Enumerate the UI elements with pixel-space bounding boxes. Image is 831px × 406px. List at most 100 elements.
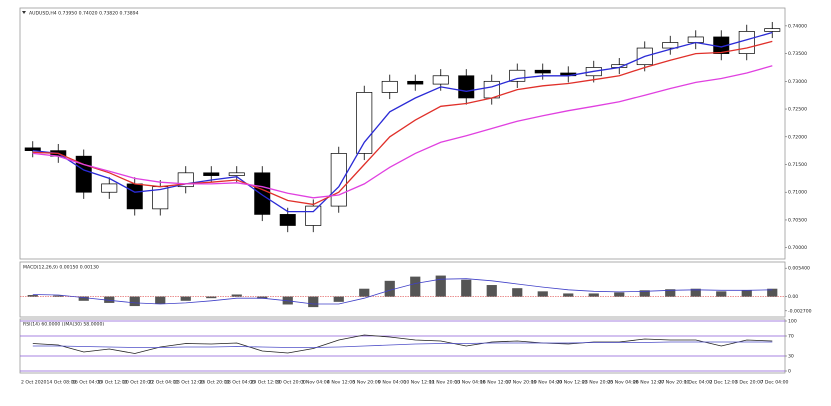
candle-body	[407, 80, 424, 85]
x-tick-label: 25 Nov 04:00	[608, 380, 639, 386]
candle-body	[254, 172, 271, 215]
histogram-bar	[410, 276, 421, 297]
x-tick-label: 14 Oct 08:00	[47, 380, 77, 386]
histogram-bar	[359, 288, 370, 297]
y-tick-label: 0	[788, 369, 791, 375]
histogram-bar	[435, 275, 446, 297]
indicator-line	[32, 31, 773, 213]
histogram-bar	[257, 296, 268, 299]
y-tick-label: 0.71500	[788, 162, 807, 168]
y-tick-label: 0.70500	[788, 217, 807, 223]
indicator-line	[32, 40, 773, 206]
histogram-bar	[308, 296, 319, 308]
x-tick-label: 30 Oct 20:00	[276, 380, 306, 386]
x-tick-label: 17 Nov 20:00	[506, 380, 537, 386]
candle-body	[662, 42, 679, 49]
candle-body	[279, 214, 296, 226]
indicator-line	[32, 278, 773, 305]
y-tick-label: 0.00	[788, 294, 798, 300]
histogram-bar	[78, 296, 89, 301]
histogram-bar	[614, 292, 625, 297]
x-tick-label: 26 Nov 12:00	[633, 380, 664, 386]
histogram-bar	[512, 288, 523, 297]
indicator-line	[32, 341, 773, 348]
candle-body	[738, 31, 755, 54]
x-tick-label: 22 Oct 04:00	[149, 380, 179, 386]
indicator-line	[32, 65, 773, 199]
candle-body	[534, 69, 551, 74]
candle-body	[228, 172, 245, 176]
x-tick-label: 23 Oct 12:00	[174, 380, 204, 386]
histogram-bar	[639, 290, 650, 297]
candle-body	[483, 80, 500, 99]
y-tick-label: 70	[788, 334, 794, 340]
y-tick-label: 0.72000	[788, 134, 807, 140]
x-tick-label: 19 Oct 12:00	[98, 380, 128, 386]
candle-body	[509, 69, 526, 82]
candle-body	[381, 80, 398, 93]
candle-body	[458, 75, 475, 99]
rsi-panel	[19, 318, 786, 374]
candle-body	[126, 183, 143, 210]
histogram-bar	[53, 295, 64, 297]
histogram-bar	[104, 296, 115, 303]
x-tick-label: 20 Oct 20:00	[123, 380, 153, 386]
x-tick-label: 13 Nov 04:00	[455, 380, 486, 386]
histogram-bar	[665, 289, 676, 297]
histogram-bar	[741, 290, 752, 297]
candle-body	[356, 92, 373, 154]
x-tick-label: 7 Dec 04:00	[761, 380, 789, 386]
y-tick-label: 100	[788, 319, 797, 325]
x-tick-label: 1 Dec 04:00	[684, 380, 712, 386]
candle-body	[203, 172, 220, 176]
y-tick-label: 0.70000	[788, 245, 807, 251]
indicator-line	[32, 334, 773, 354]
candle-body	[432, 75, 449, 85]
candle-body	[330, 153, 347, 207]
x-tick-label: 23 Nov 20:00	[582, 380, 613, 386]
candle-body	[305, 205, 322, 226]
x-tick-label: 16 Nov 12:00	[480, 380, 511, 386]
x-tick-label: 4 Nov 12:00	[327, 380, 355, 386]
y-tick-label: 0.71000	[788, 190, 807, 196]
candle-body	[764, 28, 781, 32]
x-tick-label: 11 Nov 20:00	[429, 380, 460, 386]
rsi-header: RSI(14) 60.0000 ((MA(30) 58.0000)	[23, 322, 104, 328]
histogram-bar	[384, 280, 395, 297]
histogram-bar	[690, 288, 701, 297]
histogram-bar	[588, 293, 599, 297]
histogram-bar	[537, 291, 548, 297]
price-header: AUDUSD,H4 0.73950 0.74020 0.73820 0.7389…	[29, 11, 139, 17]
symbol-arrow	[22, 11, 26, 14]
candle-body	[101, 183, 118, 193]
y-tick-label: -0.002700	[788, 308, 812, 314]
y-tick-label: 0.005400	[788, 266, 810, 272]
x-tick-label: 26 Oct 20:00	[200, 380, 230, 386]
x-tick-label: 16 Oct 04:00	[72, 380, 102, 386]
histogram-bar	[333, 296, 344, 302]
y-tick-label: 0.72500	[788, 107, 807, 113]
histogram-bar	[231, 294, 242, 297]
x-tick-label: 5 Nov 20:00	[353, 380, 381, 386]
histogram-bar	[206, 296, 217, 299]
histogram-bar	[180, 296, 191, 301]
candle-body	[24, 147, 41, 151]
histogram-bar	[155, 296, 166, 304]
histogram-bar	[563, 293, 574, 297]
y-tick-label: 0.73500	[788, 51, 807, 57]
x-tick-label: 2 Dec 12:00	[710, 380, 738, 386]
x-tick-label: 3 Dec 20:00	[735, 380, 763, 386]
x-tick-label: 3 Nov 04:00	[302, 380, 330, 386]
macd-panel	[19, 261, 786, 318]
price-panel	[19, 7, 786, 260]
x-tick-label: 28 Oct 04:00	[225, 380, 255, 386]
x-tick-label: 10 Nov 12:00	[404, 380, 435, 386]
x-tick-label: 19 Nov 04:00	[531, 380, 562, 386]
x-tick-label: 29 Oct 12:00	[251, 380, 281, 386]
x-tick-label: 9 Nov 04:00	[378, 380, 406, 386]
candle-body	[687, 36, 704, 43]
histogram-bar	[129, 296, 140, 307]
y-tick-label: 0.73000	[788, 79, 807, 85]
